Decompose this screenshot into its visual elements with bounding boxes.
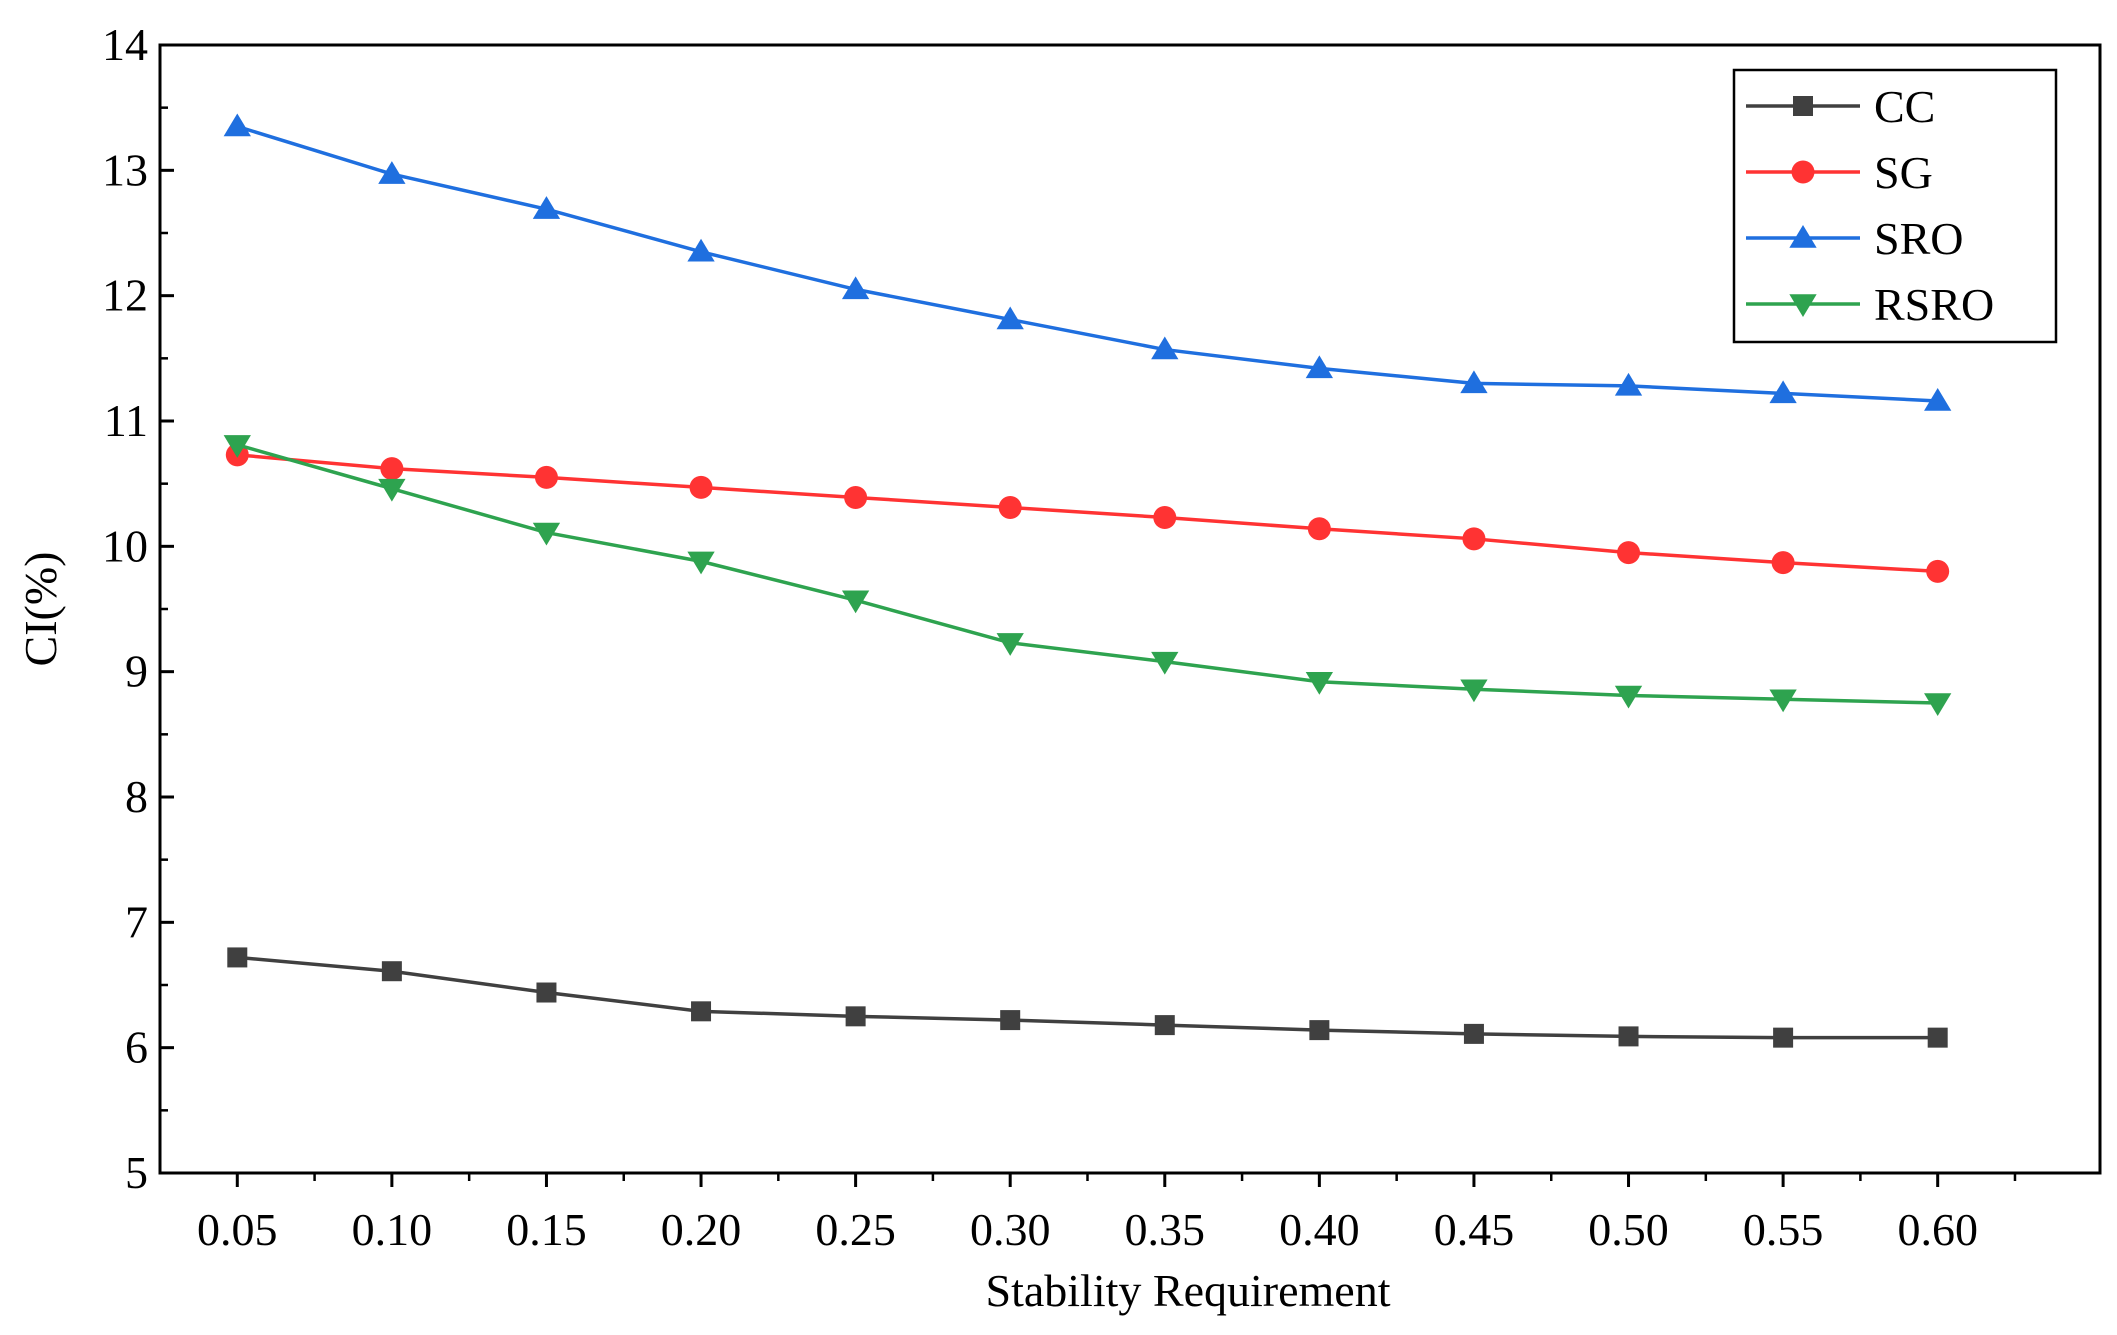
data-point-rsro <box>996 633 1024 656</box>
series-line-cc <box>237 955 1938 1040</box>
series-line-sg <box>237 453 1938 574</box>
data-point-sro <box>1924 387 1952 411</box>
x-tick-label: 0.10 <box>352 1204 433 1255</box>
data-point-sro <box>378 161 406 184</box>
data-point-cc <box>1618 1026 1639 1047</box>
legend-label-rsro: RSRO <box>1874 279 1994 330</box>
x-tick-label: 0.55 <box>1743 1204 1824 1255</box>
y-tick-label: 8 <box>125 771 148 822</box>
legend-label-sro: SRO <box>1874 213 1963 264</box>
x-tick-label: 0.45 <box>1434 1204 1515 1255</box>
data-point-rsro <box>1151 651 1179 675</box>
data-point-sro <box>1460 370 1488 394</box>
data-point-cc <box>381 961 402 982</box>
legend-label-sg: SG <box>1874 147 1933 198</box>
data-point-cc <box>691 1001 712 1022</box>
data-point-cc <box>227 947 248 968</box>
data-point-sro <box>996 306 1024 330</box>
data-point-sro <box>1769 380 1797 404</box>
data-point-sg <box>534 465 558 489</box>
data-point-sg <box>1462 527 1486 551</box>
x-tick-label: 0.40 <box>1279 1204 1360 1255</box>
x-tick-label: 0.50 <box>1588 1204 1669 1255</box>
data-point-sro <box>1151 336 1179 360</box>
data-point-cc <box>1463 1023 1484 1044</box>
y-tick-label: 5 <box>125 1147 148 1198</box>
y-tick-label: 13 <box>102 144 148 195</box>
data-point-rsro <box>1614 685 1643 709</box>
y-axis: 5 6 7 8 9 10 11 12 13 14 <box>102 19 174 1198</box>
data-point-sg <box>1926 559 1950 583</box>
data-point-sg <box>1617 541 1641 565</box>
data-point-rsro <box>687 551 715 575</box>
data-point-sg <box>380 457 404 481</box>
x-tick-label: 0.15 <box>506 1204 587 1255</box>
legend-marker-sg <box>1791 160 1815 184</box>
data-point-rsro <box>532 522 561 546</box>
x-tick-label: 0.60 <box>1897 1204 1978 1255</box>
legend-marker-rsro <box>1789 294 1817 317</box>
y-axis-title: CI(%) <box>15 552 66 667</box>
data-point-sro <box>841 276 870 300</box>
data-point-rsro <box>1305 671 1334 695</box>
data-point-sro <box>1614 372 1643 396</box>
data-point-rsro <box>223 435 251 458</box>
data-point-rsro <box>1460 679 1488 703</box>
data-point-sro <box>532 196 561 219</box>
x-tick-label: 0.20 <box>661 1204 742 1255</box>
legend: CC SG SRO RSRO <box>1732 68 2058 344</box>
x-tick-label: 0.05 <box>197 1204 278 1255</box>
series-layer <box>223 113 1952 1048</box>
data-point-cc <box>1773 1027 1794 1048</box>
y-tick-label: 7 <box>125 896 148 947</box>
data-point-rsro <box>378 478 406 502</box>
y-tick-label: 11 <box>104 395 148 446</box>
data-point-cc <box>1000 1010 1021 1031</box>
data-point-rsro <box>1924 693 1952 716</box>
data-point-sg <box>1771 551 1795 575</box>
legend-marker-sro <box>1789 225 1817 248</box>
data-point-sro <box>687 238 715 262</box>
x-axis-title: Stability Requirement <box>986 1265 1391 1316</box>
x-tick-label: 0.30 <box>970 1204 1051 1255</box>
data-point-sg <box>1307 517 1331 541</box>
y-tick-label: 9 <box>125 646 148 697</box>
y-tick-label: 10 <box>102 520 148 571</box>
legend-marker-cc <box>1793 96 1813 116</box>
data-point-cc <box>1154 1015 1175 1036</box>
data-point-rsro <box>841 590 870 614</box>
data-point-rsro <box>1769 689 1797 713</box>
x-axis: 0.05 0.10 0.15 0.20 0.25 0.30 0.35 0.40 0.45 0.50… <box>197 1173 2017 1255</box>
data-point-cc <box>536 982 557 1003</box>
data-point-cc <box>1927 1027 1948 1048</box>
data-point-sg <box>998 495 1022 519</box>
data-point-sg <box>689 475 713 499</box>
y-tick-label: 14 <box>102 19 148 70</box>
data-point-sg <box>844 485 868 509</box>
legend-box <box>1732 68 2058 344</box>
data-point-cc <box>845 1006 866 1027</box>
series-line-rsro <box>236 443 1938 705</box>
legend-label-cc: CC <box>1874 81 1935 132</box>
y-tick-label: 12 <box>102 270 148 321</box>
data-point-sro <box>1305 355 1334 379</box>
y-tick-label: 6 <box>125 1022 148 1073</box>
data-point-cc <box>1309 1020 1330 1041</box>
x-tick-label: 0.25 <box>815 1204 896 1255</box>
series-line-sro <box>236 124 1938 403</box>
data-point-sro <box>223 113 251 137</box>
x-tick-label: 0.35 <box>1125 1204 1206 1255</box>
data-point-sg <box>1153 506 1177 530</box>
